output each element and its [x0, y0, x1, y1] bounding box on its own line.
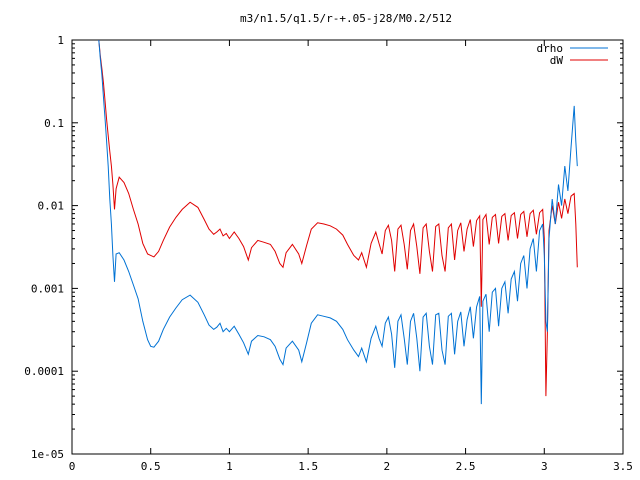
- series-line-dw: [98, 39, 578, 397]
- axis-ticks: 0 0.5 1 1.5 2 2.5 3 3.5 1 0.1 0.01 0.001 0.0001 1e-05: [24, 34, 633, 473]
- x-tick-label: 3.5: [613, 460, 633, 473]
- x-tick-label: 0: [69, 460, 76, 473]
- x-tick-label: 1.5: [298, 460, 318, 473]
- y-tick-label: 0.0001: [24, 365, 64, 378]
- x-tick-label: 3: [541, 460, 548, 473]
- y-tick-label: 0.01: [38, 200, 65, 213]
- x-tick-label: 0.5: [141, 460, 161, 473]
- legend-label-dw: dW: [550, 54, 564, 67]
- x-tick-label: 2.5: [456, 460, 476, 473]
- y-tick-label: 1: [57, 34, 64, 47]
- legend-label-drho: drho: [537, 42, 564, 55]
- series-line-drho: [98, 39, 578, 405]
- y-tick-label: 0.001: [31, 282, 64, 295]
- x-tick-label: 1: [226, 460, 233, 473]
- x-tick-label: 2: [384, 460, 391, 473]
- series-group: [98, 39, 578, 405]
- plot-frame: [71, 39, 624, 455]
- y-tick-label: 0.1: [44, 117, 64, 130]
- y-tick-label: 1e-05: [31, 448, 64, 461]
- chart-title: m3/n1.5/q1.5/r-+.05-j28/M0.2/512: [240, 12, 452, 25]
